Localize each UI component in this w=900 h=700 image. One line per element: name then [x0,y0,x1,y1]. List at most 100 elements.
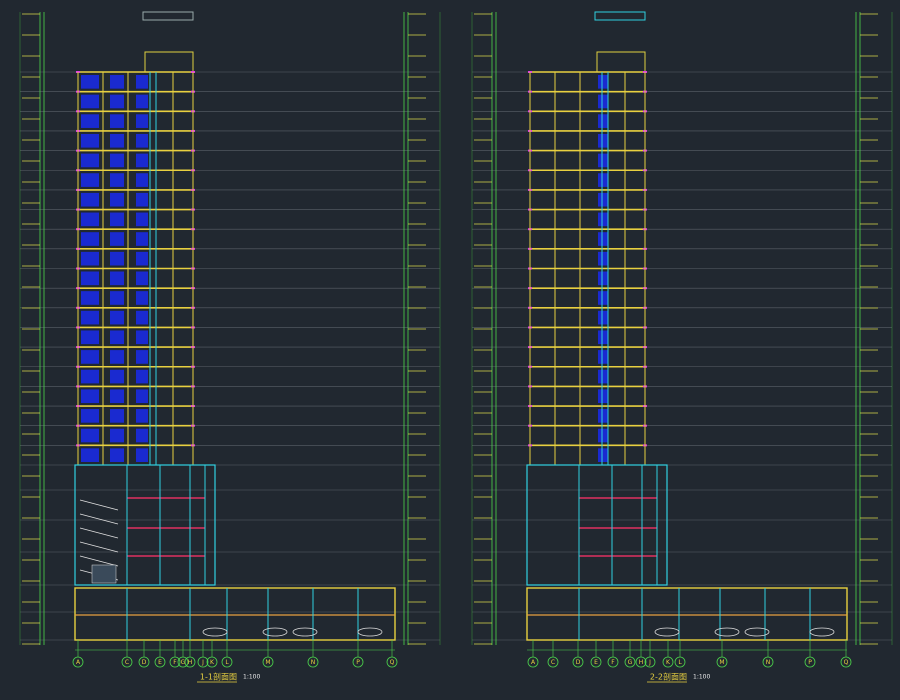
car [357,627,383,637]
window [110,153,124,168]
window [136,291,148,305]
axis-label: E [158,659,162,666]
stair [79,513,119,525]
roof-frame [594,11,646,21]
window [81,114,99,128]
drawing-title: 1-1剖面图 [200,672,237,682]
axis-label: D [576,659,581,666]
window [598,271,608,286]
axis-label: A [531,659,536,666]
axis-bubble [590,656,602,668]
stair-fill [91,564,117,584]
window [136,271,148,286]
axis-label: N [766,659,771,666]
window [110,310,124,325]
window [136,251,148,266]
axis-label: C [551,659,555,666]
car [714,627,740,637]
axis-label: E [594,659,598,666]
window [81,271,99,286]
window [598,369,608,384]
window [598,232,608,246]
window [81,212,99,227]
podium [526,464,668,586]
window [81,173,99,187]
basement [526,587,848,641]
window [110,192,124,207]
axis-label: F [611,659,615,666]
window [81,94,99,109]
window [81,350,99,364]
window [136,94,148,109]
drawing-scale: 1:100 [243,674,260,681]
window [598,192,608,207]
axis-label: D [142,659,147,666]
window [598,251,608,266]
window [110,94,124,109]
stair [79,499,119,511]
axis-label: A [76,659,81,666]
window [110,271,124,286]
window [136,133,148,148]
window [598,75,608,89]
window [598,291,608,305]
window [136,448,148,462]
car [809,627,835,637]
window [110,409,124,423]
window [81,232,99,246]
axis-bubble [662,656,674,668]
axis-bubble [307,656,319,668]
window [110,212,124,227]
axis-bubble [154,656,166,668]
window [81,75,99,89]
axis-bubble [221,656,233,668]
window [110,448,124,462]
window [136,212,148,227]
window [81,310,99,325]
axis-bubble [527,656,539,668]
window [110,232,124,246]
stair [79,555,119,567]
window [81,369,99,384]
axis-bubble [644,656,656,668]
axis-label: P [356,659,360,666]
axis-bubble [121,656,133,668]
axis-label: M [265,659,270,666]
window [81,409,99,423]
axis-bubble [197,656,209,668]
window [136,350,148,364]
window [598,173,608,187]
window [136,232,148,246]
window [81,291,99,305]
axis-bubble [72,656,84,668]
axis-bubble [177,656,189,668]
window [598,428,608,443]
window [110,251,124,266]
window [81,251,99,266]
window [110,369,124,384]
window [598,330,608,345]
window [136,192,148,207]
window [81,389,99,404]
axis-label: H [188,659,193,666]
window [110,133,124,148]
window [598,212,608,227]
axis-label: J [201,659,204,666]
window [136,369,148,384]
window [136,330,148,345]
window [136,428,148,443]
window [598,389,608,404]
window [598,409,608,423]
axis-label: L [678,659,682,666]
car [292,627,318,637]
drawing-scale: 1:100 [693,674,710,681]
axis-bubble [607,656,619,668]
axis-bubble [804,656,816,668]
axis-bubble [184,656,196,668]
axis-bubble [840,656,852,668]
axis-bubble [624,656,636,668]
window [598,310,608,325]
axis-bubble [386,656,398,668]
window [136,389,148,404]
basement [74,587,396,641]
